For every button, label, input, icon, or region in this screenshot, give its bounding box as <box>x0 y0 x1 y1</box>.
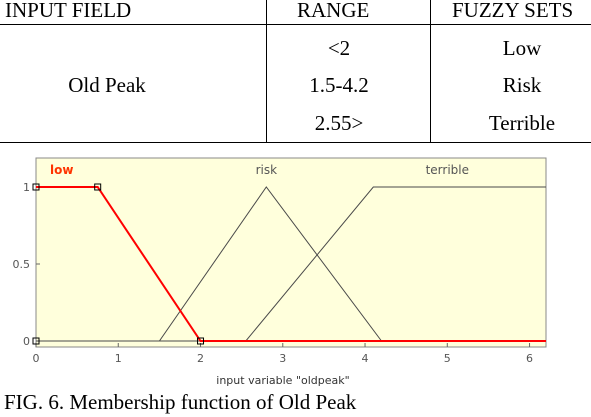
cell-fuzzy-set: Low <box>502 36 542 60</box>
y-tick-label: 1 <box>23 181 30 194</box>
cell-fuzzy-set: Terrible <box>488 111 556 135</box>
cell-fuzzy-set: Risk <box>502 73 542 97</box>
plot-area <box>35 157 547 348</box>
cell-range: <2 <box>327 36 351 60</box>
table-bottom-rule <box>0 142 591 143</box>
x-tick-label: 0 <box>33 352 40 365</box>
header-fuzzy-sets: FUZZY SETS <box>452 0 574 22</box>
header-input-field: INPUT FIELD <box>5 0 132 22</box>
header-range: RANGE <box>297 0 370 22</box>
control-point-marker <box>32 183 40 191</box>
x-axis-label: input variable "oldpeak" <box>216 374 349 387</box>
chart-svg: 0 0.5 1 0 1 2 3 4 5 6 input variable "oldpeak" low r… <box>13 157 547 387</box>
series-terrible-line <box>36 186 546 342</box>
membership-function-chart: 0 0.5 1 0 1 2 3 4 5 6 input variable "oldpeak" low r… <box>0 152 560 392</box>
control-point-marker <box>32 337 40 345</box>
series-label-risk: risk <box>256 163 278 177</box>
cell-range: 2.55> <box>314 111 364 135</box>
figure-caption: FIG. 6. Membership function of Old Peak <box>4 390 357 414</box>
x-tick-label: 6 <box>526 352 533 365</box>
table-header-row: INPUT FIELD RANGE FUZZY SETS <box>0 0 591 25</box>
control-point-marker <box>94 183 102 191</box>
column-divider <box>430 0 431 143</box>
x-tick-label: 4 <box>362 352 369 365</box>
series-label-low: low <box>50 163 73 177</box>
y-tick-label: 0.5 <box>13 258 31 271</box>
x-tick-label: 2 <box>197 352 204 365</box>
y-tick-label: 0 <box>23 335 30 348</box>
cell-range: 1.5-4.2 <box>309 73 369 97</box>
control-point-marker <box>197 337 205 345</box>
x-tick-label: 3 <box>279 352 286 365</box>
cell-input-field: Old Peak <box>68 73 146 97</box>
x-tick-label: 1 <box>115 352 122 365</box>
fuzzy-set-table: INPUT FIELD RANGE FUZZY SETS Old Peak <2… <box>0 0 591 145</box>
column-divider <box>266 0 267 143</box>
series-label-terrible: terrible <box>426 163 469 177</box>
series-low-line <box>36 186 546 342</box>
x-tick-label: 5 <box>444 352 451 365</box>
